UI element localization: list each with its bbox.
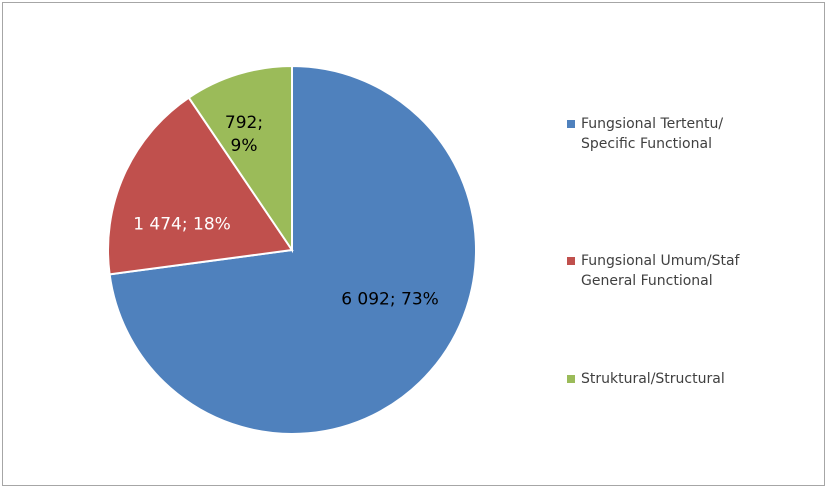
legend-label: Fungsional Umum/Staf General Functional <box>581 253 740 289</box>
legend-swatch <box>567 257 575 265</box>
pie-slice <box>107 96 294 276</box>
pie-slice <box>187 64 293 254</box>
data-label: 792; 9% <box>224 113 264 156</box>
data-label: 6 092; 73% <box>341 289 439 310</box>
legend-swatch <box>567 375 575 383</box>
data-label: 1 474; 18% <box>133 214 231 235</box>
legend-label: Struktural/Structural <box>581 371 725 387</box>
legend-label: Fungsional Tertentu/ Specific Functional <box>581 116 724 152</box>
legend-swatch <box>567 120 575 128</box>
